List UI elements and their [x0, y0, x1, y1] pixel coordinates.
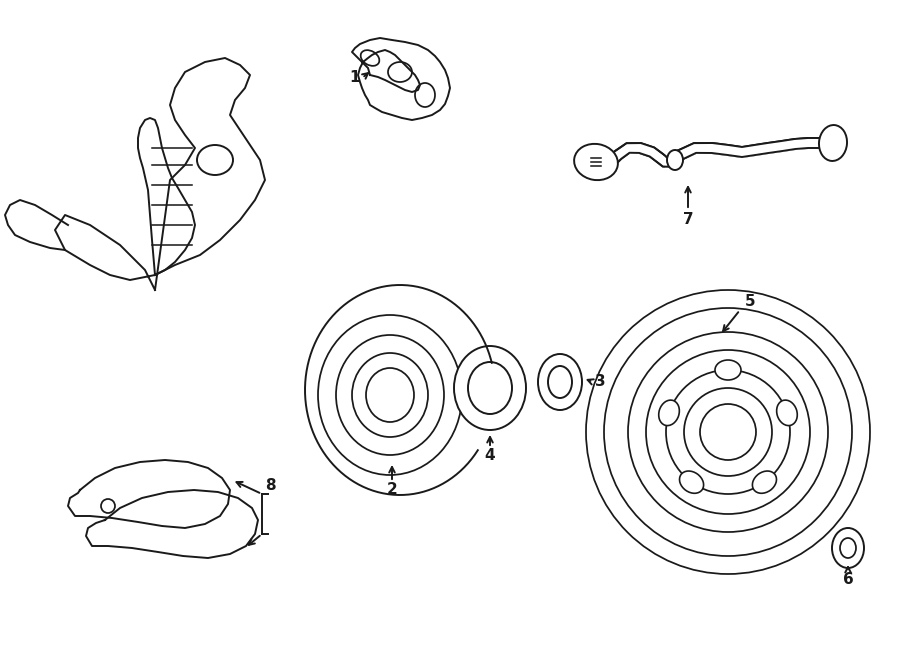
Text: 1: 1	[350, 71, 360, 85]
Circle shape	[586, 290, 870, 574]
Text: 6: 6	[842, 572, 853, 588]
Ellipse shape	[388, 62, 412, 82]
Circle shape	[700, 404, 756, 460]
Text: 4: 4	[485, 447, 495, 463]
Ellipse shape	[538, 354, 582, 410]
Text: 7: 7	[683, 212, 693, 227]
Ellipse shape	[659, 400, 680, 426]
Circle shape	[646, 350, 810, 514]
Text: 2: 2	[387, 483, 398, 498]
Ellipse shape	[352, 353, 428, 437]
Circle shape	[684, 388, 772, 476]
Ellipse shape	[468, 362, 512, 414]
Ellipse shape	[548, 366, 572, 398]
Ellipse shape	[752, 471, 777, 493]
Ellipse shape	[819, 125, 847, 161]
Ellipse shape	[574, 144, 618, 180]
Ellipse shape	[361, 50, 379, 66]
Circle shape	[666, 370, 790, 494]
Ellipse shape	[454, 346, 526, 430]
Circle shape	[604, 308, 852, 556]
Ellipse shape	[366, 368, 414, 422]
Ellipse shape	[336, 335, 444, 455]
Ellipse shape	[197, 145, 233, 175]
Circle shape	[628, 332, 828, 532]
Text: 5: 5	[744, 295, 755, 309]
Text: 3: 3	[595, 375, 606, 389]
Ellipse shape	[777, 400, 797, 426]
Ellipse shape	[667, 150, 683, 170]
Ellipse shape	[840, 538, 856, 558]
Ellipse shape	[415, 83, 435, 107]
Ellipse shape	[318, 315, 462, 475]
Ellipse shape	[680, 471, 704, 493]
Ellipse shape	[715, 360, 741, 380]
Text: 8: 8	[265, 479, 275, 494]
Circle shape	[101, 499, 115, 513]
Ellipse shape	[832, 528, 864, 568]
